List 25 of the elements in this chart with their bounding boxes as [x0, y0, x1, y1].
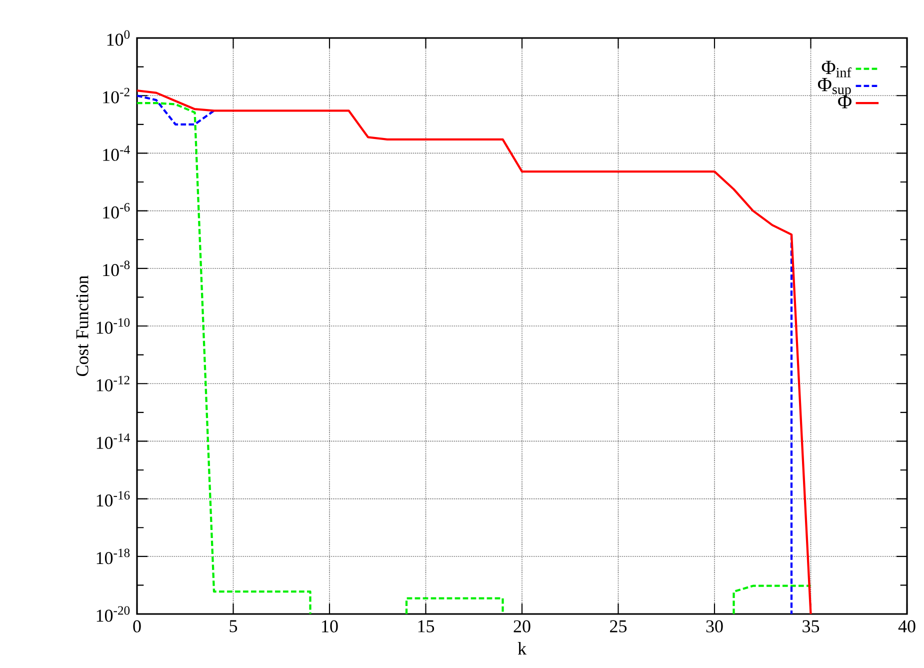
y-tick-label: 10$^{-2}$ — [103, 88, 130, 104]
x-axis-title: k — [518, 642, 527, 655]
x-tick-label: 30 — [706, 620, 723, 632]
x-tick-label: 25 — [610, 620, 627, 632]
y-tick-label: 10$^{-16}$ — [96, 491, 130, 507]
legend-label: Φ — [838, 95, 852, 108]
y-axis-title: Cost Function — [76, 276, 88, 376]
y-tick-label: 10$^{0}$ — [107, 30, 130, 46]
x-tick-label: 20 — [514, 620, 530, 632]
legend-label: Φ$_{inf}$ — [822, 60, 852, 78]
y-tick-label: 10$^{-18}$ — [96, 548, 130, 564]
y-tick-label: 10$^{-10}$ — [96, 318, 130, 334]
x-tick-label: 5 — [230, 620, 238, 632]
y-tick-label: 10$^{-20}$ — [96, 606, 130, 622]
x-tick-label: 10 — [322, 620, 338, 632]
x-tick-label: 0 — [133, 620, 141, 632]
x-tick-label: 35 — [802, 620, 820, 632]
x-tick-label: 40 — [898, 620, 916, 632]
y-tick-label: 10$^{-6}$ — [103, 203, 130, 219]
y-tick-label: 10$^{-12}$ — [96, 376, 130, 392]
y-tick-label: 10$^{-4}$ — [103, 145, 130, 161]
x-tick-label: 15 — [418, 620, 434, 632]
legend-label: Φ$_{sup}$ — [818, 78, 851, 97]
y-tick-label: 10$^{-14}$ — [96, 433, 130, 449]
y-tick-label: 10$^{-8}$ — [103, 260, 130, 276]
